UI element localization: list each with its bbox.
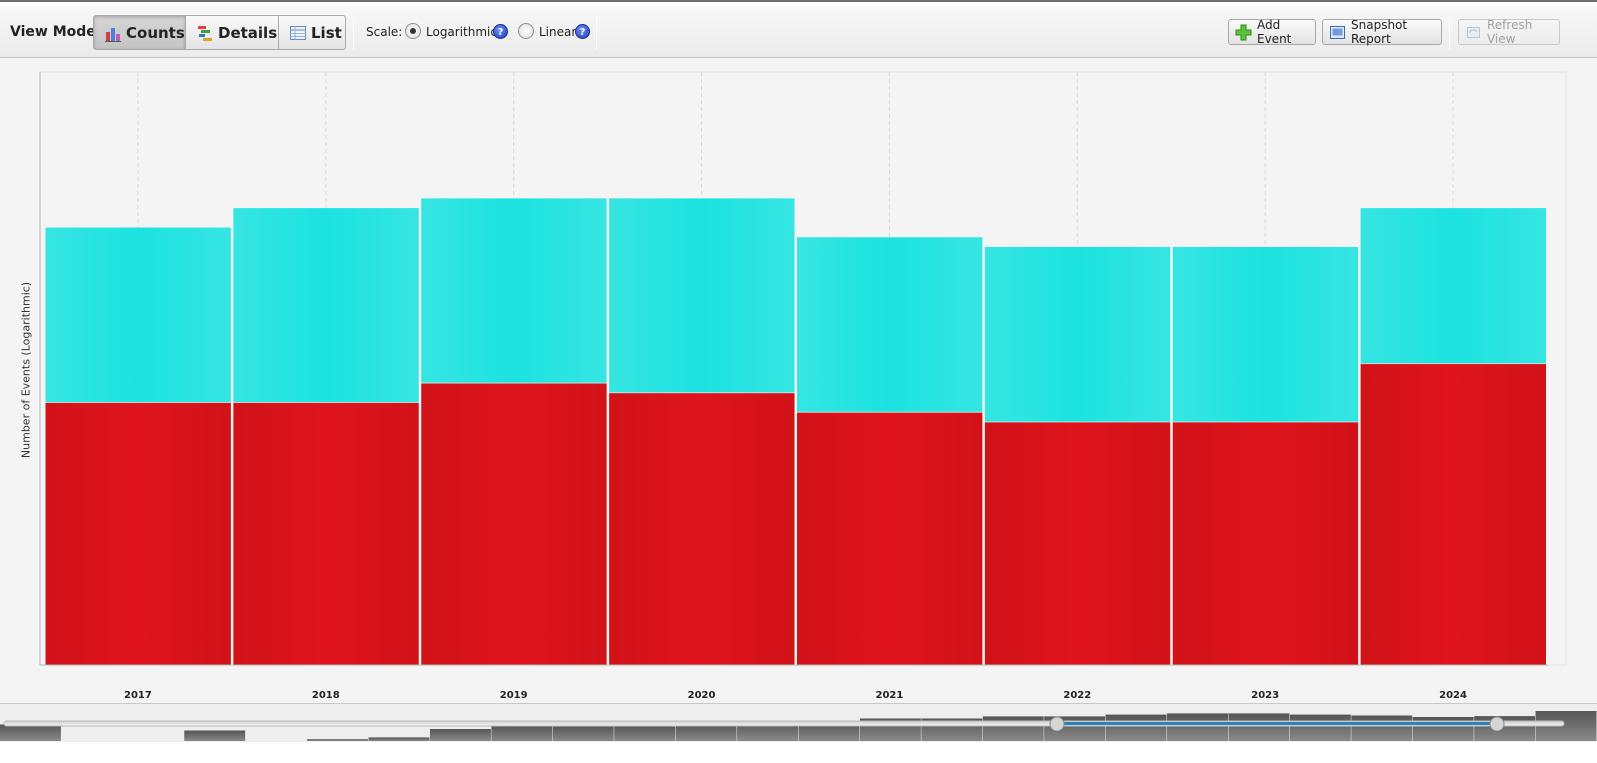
snapshot-icon (1329, 24, 1346, 41)
bar-bottom-2019 (421, 383, 607, 665)
x-tick-label: 2021 (876, 690, 904, 701)
navigator-histogram-bar (1228, 713, 1290, 741)
navigator-footer (0, 742, 1597, 763)
bar-top-2022 (984, 246, 1171, 422)
list-mode-button[interactable]: List (279, 15, 346, 50)
timeline-navigator (0, 703, 1597, 763)
bar-bottom-2021 (797, 412, 983, 665)
bar-chart-icon (104, 24, 122, 42)
x-tick-label: 2023 (1251, 690, 1279, 701)
linear-help-icon[interactable]: ? (575, 24, 590, 39)
refresh-view-button[interactable]: Refresh View (1458, 18, 1560, 46)
details-mode-label: Details (218, 23, 278, 42)
navigator-histogram-bar (491, 726, 553, 741)
linear-radio[interactable] (518, 23, 534, 39)
navigator-histogram-bar (614, 726, 676, 741)
bar-bottom-2024 (1360, 363, 1546, 665)
navigator-histogram-bar (1289, 714, 1351, 741)
navigator-selection-range[interactable] (1057, 722, 1497, 725)
plus-icon (1235, 24, 1252, 41)
snapshot-report-button[interactable]: Snapshot Report (1322, 18, 1442, 46)
navigator-svg (0, 704, 1597, 763)
counts-mode-button[interactable]: Counts (93, 15, 186, 50)
x-tick-label: 2024 (1439, 690, 1467, 701)
toolbar: View Mode: Counts Details (0, 6, 1597, 58)
add-event-button[interactable]: Add Event (1228, 18, 1316, 46)
navigator-end-handle[interactable] (1489, 716, 1505, 732)
table-icon (289, 24, 307, 42)
refresh-view-label: Refresh View (1487, 18, 1533, 46)
details-mode-button[interactable]: Details (186, 15, 279, 50)
view-mode-label: View Mode: (10, 24, 102, 40)
logarithmic-label: Logarithmic (426, 25, 497, 39)
navigator-histogram-bar (429, 729, 491, 741)
logarithmic-help-icon[interactable]: ? (493, 24, 508, 39)
x-tick-label: 2019 (500, 690, 528, 701)
list-mode-label: List (311, 23, 342, 42)
x-tick-label: 2020 (688, 690, 716, 701)
snapshot-report-label: Snapshot Report (1351, 18, 1408, 46)
bar-top-2024 (1360, 208, 1546, 364)
navigator-histogram-bar (0, 724, 61, 741)
navigator-histogram-bar (307, 739, 369, 741)
bar-bottom-2018 (233, 402, 419, 665)
bar-bottom-2023 (1172, 421, 1359, 665)
bar-bottom-2017 (45, 402, 231, 665)
x-tick-label: 2017 (124, 690, 152, 701)
scale-label: Scale: (366, 25, 403, 39)
x-tick-label: 2018 (312, 690, 340, 701)
bar-top-2019 (421, 198, 607, 384)
navigator-histogram-bar (552, 726, 614, 741)
linear-label: Linear (539, 25, 577, 39)
navigator-histogram-bar (1105, 714, 1167, 741)
bar-top-2018 (233, 208, 419, 403)
details-icon (196, 24, 214, 42)
bar-top-2023 (1172, 246, 1359, 422)
window-top-border (0, 0, 1597, 6)
bar-top-2017 (45, 227, 231, 403)
navigator-histogram-bar (1351, 715, 1413, 741)
toolbar-separator (1449, 16, 1450, 50)
x-tick-label: 2022 (1063, 690, 1091, 701)
navigator-start-handle[interactable] (1049, 716, 1065, 732)
counts-mode-label: Counts (126, 23, 185, 42)
refresh-icon (1465, 24, 1482, 41)
navigator-histogram-bar (368, 737, 430, 741)
navigator-histogram-bar (1474, 716, 1536, 741)
navigator-histogram-bar (675, 724, 737, 741)
toolbar-separator (596, 16, 597, 50)
bar-top-2021 (797, 237, 983, 413)
bar-top-2020 (609, 198, 795, 393)
bar-bottom-2020 (609, 392, 795, 665)
navigator-histogram-bar (982, 716, 1044, 741)
bar-bottom-2022 (984, 421, 1171, 665)
navigator-histogram-bar (184, 730, 246, 741)
logarithmic-radio[interactable] (405, 23, 421, 39)
navigator-histogram-bar (798, 723, 860, 741)
add-event-label: Add Event (1257, 18, 1292, 46)
counts-chart: 2017 2018 2019 2020 2021 2022 2023 2024 (39, 71, 1567, 701)
toolbar-separator (353, 16, 354, 50)
navigator-histogram-bar (1167, 713, 1228, 741)
